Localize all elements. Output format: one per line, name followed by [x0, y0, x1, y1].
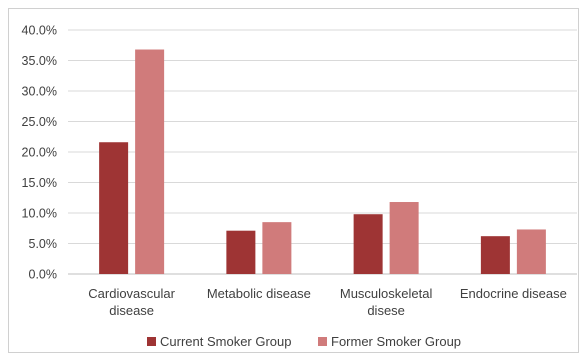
bar-former-1	[262, 222, 292, 274]
bar-current-3	[480, 236, 510, 274]
category-label: disese	[367, 303, 405, 318]
legend-label: Former Smoker Group	[331, 334, 461, 349]
category-label: Endocrine disease	[460, 286, 567, 301]
y-tick-label: 10.0%	[22, 207, 57, 221]
category-label: Metabolic disease	[207, 286, 311, 301]
legend-label: Current Smoker Group	[160, 334, 292, 349]
y-axis-ticks: 0.0% 5.0% 10.0% 15.0% 20.0% 25.0% 30.0% 35.0% 40…	[22, 24, 57, 282]
y-tick-label: 20.0%	[22, 146, 57, 160]
y-tick-label: 40.0%	[22, 24, 57, 38]
legend-swatch	[147, 337, 156, 346]
category-label: Cardiovascular	[88, 286, 175, 301]
y-tick-label: 0.0%	[29, 268, 58, 282]
y-tick-label: 30.0%	[22, 85, 57, 99]
y-tick-label: 15.0%	[22, 176, 57, 190]
y-tick-label: 5.0%	[29, 237, 58, 251]
legend-swatch	[318, 337, 327, 346]
bars	[99, 49, 546, 274]
bar-former-2	[389, 202, 419, 274]
x-axis-categories: Cardiovascular disease Metabolic disease Mu…	[88, 286, 567, 318]
legend: Current Smoker Group Former Smoker Group	[147, 334, 461, 349]
category-label: disease	[109, 303, 154, 318]
bar-former-3	[516, 229, 546, 274]
bar-current-2	[353, 214, 383, 274]
y-tick-label: 35.0%	[22, 54, 57, 68]
bar-former-0	[135, 49, 165, 274]
y-tick-label: 25.0%	[22, 115, 57, 129]
category-label: Musculoskeletal	[340, 286, 433, 301]
bar-current-0	[99, 142, 129, 274]
bar-current-1	[226, 230, 256, 274]
